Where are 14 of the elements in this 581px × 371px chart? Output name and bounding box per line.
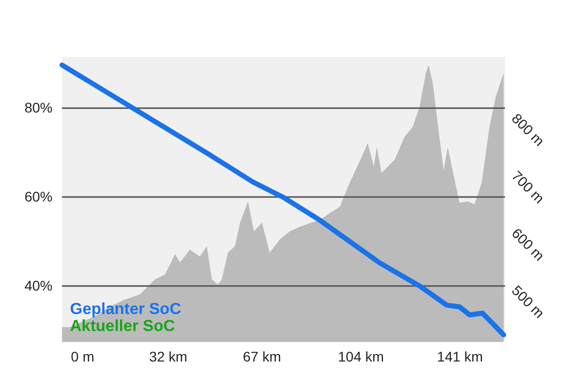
text: Geplanter SoC [70, 301, 182, 318]
x-tick-label: 0 m [70, 348, 94, 364]
y2-tick-label: 500 m [508, 282, 548, 322]
y2-tick-label: 700 m [508, 168, 548, 206]
y-tick-label: 80% [24, 100, 52, 116]
x-tick-label: 67 km [242, 348, 281, 364]
y2-tick-label: 600 m [508, 224, 548, 264]
y-tick-label: 60% [24, 188, 52, 205]
y-tick-label: 40% [24, 277, 52, 294]
x-tick-label: 104 km [338, 348, 384, 364]
y2-tick-label: 800 m [508, 110, 548, 150]
legend-label: Aktueller SoC [70, 318, 176, 335]
x-tick-label: 141 km [437, 348, 483, 364]
x-tick-label: 32 km [149, 348, 188, 364]
